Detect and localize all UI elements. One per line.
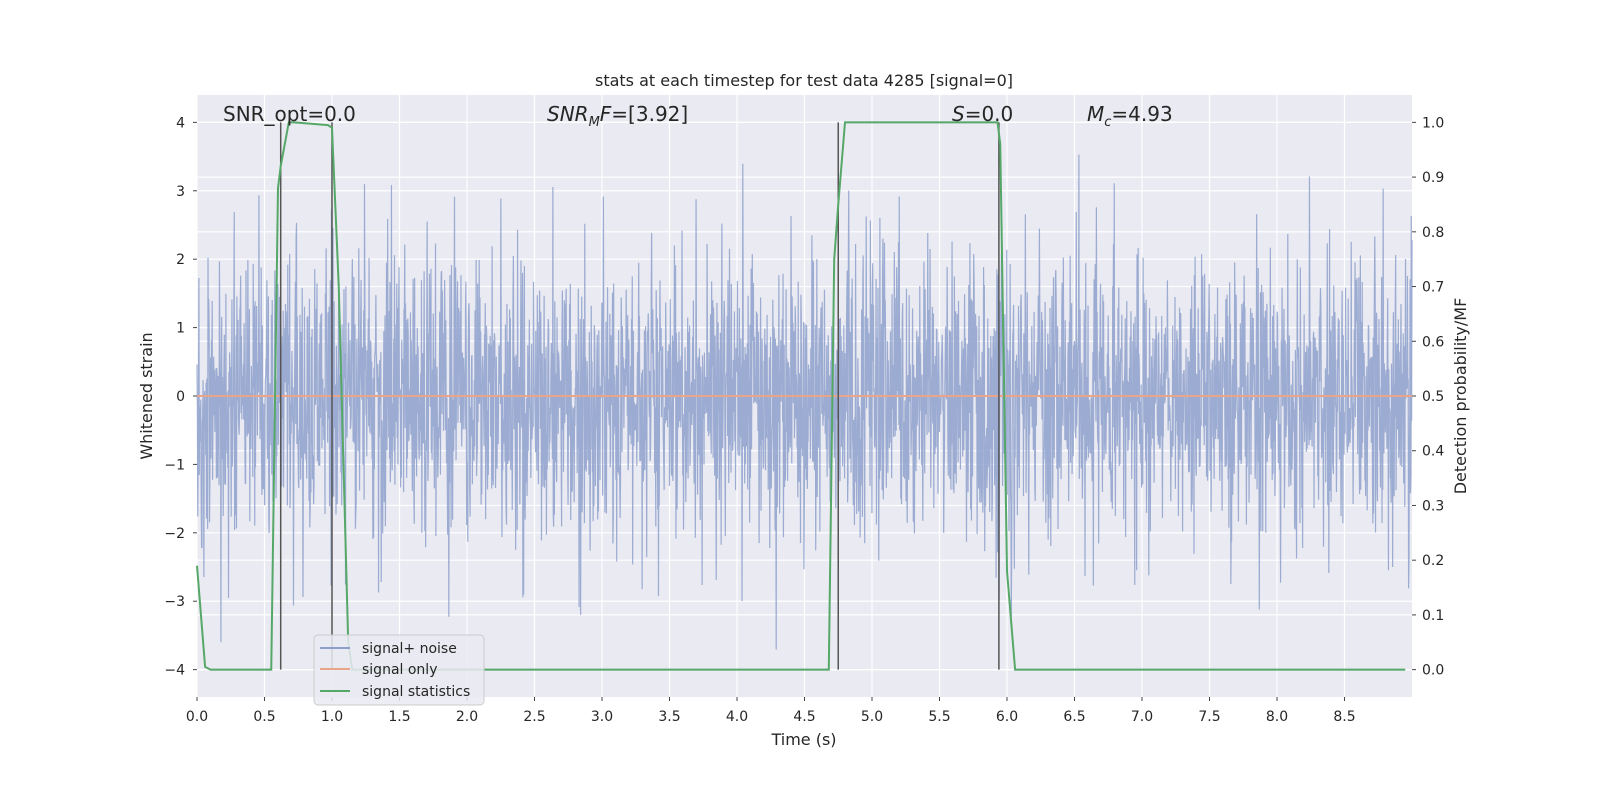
x-tick-label: 0.5 bbox=[253, 709, 275, 725]
y-right-tick-label: 0.4 bbox=[1422, 444, 1444, 460]
y-right-tick-label: 0.3 bbox=[1422, 498, 1444, 514]
snr-mf-value: =[3.92] bbox=[611, 102, 688, 126]
x-tick-label: 8.5 bbox=[1333, 709, 1355, 725]
y-axis-right-label: Detection probability/MF bbox=[1451, 298, 1470, 495]
x-tick-label: 8.0 bbox=[1266, 709, 1288, 725]
x-tick-label: 7.0 bbox=[1131, 709, 1153, 725]
x-tick-label: 4.0 bbox=[726, 709, 748, 725]
legend-box bbox=[313, 634, 485, 706]
y-right-tick-label: 0.7 bbox=[1422, 280, 1444, 296]
mc-subscript: c bbox=[1104, 115, 1111, 130]
x-tick-label: 3.5 bbox=[658, 709, 680, 725]
legend-label-stats: signal statistics bbox=[362, 684, 470, 700]
x-tick-label: 1.0 bbox=[321, 709, 343, 725]
legend-label-signal: signal only bbox=[362, 662, 437, 678]
y-axis-label: Whitened strain bbox=[137, 332, 156, 459]
x-axis-label: Time (s) bbox=[770, 730, 836, 749]
snr-mf-subscript: M bbox=[589, 115, 600, 130]
legend-label-noise: signal+ noise bbox=[362, 641, 457, 657]
y-right-tick-label: 0.5 bbox=[1422, 389, 1444, 405]
y-tick-label: 1 bbox=[176, 321, 185, 337]
x-tick-label: 2.0 bbox=[456, 709, 478, 725]
x-tick-label: 5.5 bbox=[928, 709, 950, 725]
x-tick-label: 6.5 bbox=[1063, 709, 1085, 725]
snr-mf-suffix-italic: F bbox=[600, 102, 612, 126]
chart-title: stats at each timestep for test data 428… bbox=[595, 71, 1013, 90]
x-tick-label: 7.5 bbox=[1198, 709, 1220, 725]
y-ticks: 4 3 2 1 0 −1 −2 −3 −4 bbox=[164, 115, 197, 679]
x-ticks: 0.0 0.5 1.0 1.5 2.0 2.5 3.0 3.5 4.0 4.5 5.0 5.5 6.0 6… bbox=[186, 697, 1356, 725]
mc-label: M bbox=[1087, 102, 1104, 126]
x-tick-label: 4.5 bbox=[793, 709, 815, 725]
y-tick-label: 2 bbox=[176, 252, 185, 268]
y-right-tick-label: 1.0 bbox=[1422, 115, 1444, 131]
y-tick-label: −4 bbox=[164, 663, 185, 679]
y-tick-label: −3 bbox=[164, 594, 185, 610]
y-tick-label: 4 bbox=[176, 115, 185, 131]
snr-mf-annotation: SNRMF=[3.92] bbox=[547, 102, 688, 130]
x-tick-label: 1.5 bbox=[388, 709, 410, 725]
s-value: =0.0 bbox=[965, 102, 1014, 126]
mc-annotation: Mc=4.93 bbox=[1087, 102, 1173, 130]
x-tick-label: 6.0 bbox=[996, 709, 1018, 725]
s-annotation: S=0.0 bbox=[952, 102, 1013, 126]
x-tick-label: 0.0 bbox=[186, 709, 208, 725]
y-right-tick-label: 0.0 bbox=[1422, 663, 1444, 679]
y-right-tick-label: 0.2 bbox=[1422, 553, 1444, 569]
y-right-tick-label: 0.6 bbox=[1422, 334, 1444, 350]
y-tick-label: −1 bbox=[164, 457, 185, 473]
legend: signal+ noise signal only signal statist… bbox=[313, 634, 485, 706]
y-tick-label: −2 bbox=[164, 526, 185, 542]
y-right-tick-label: 0.8 bbox=[1422, 225, 1444, 241]
x-tick-label: 2.5 bbox=[523, 709, 545, 725]
y-right-tick-label: 0.9 bbox=[1422, 170, 1444, 186]
s-label: S bbox=[952, 102, 965, 126]
x-tick-label: 5.0 bbox=[861, 709, 883, 725]
y-ticks-right: 1.0 0.9 0.8 0.7 0.6 0.5 0.4 0.3 0.2 0.1 0.0 bbox=[1412, 115, 1444, 679]
snr-mf-prefix: SNR bbox=[547, 102, 589, 126]
mc-value: =4.93 bbox=[1111, 102, 1172, 126]
snr-opt-annotation: SNR_opt=0.0 bbox=[223, 102, 356, 126]
y-right-tick-label: 0.1 bbox=[1422, 608, 1444, 624]
y-tick-label: 3 bbox=[176, 184, 185, 200]
x-tick-label: 3.0 bbox=[591, 709, 613, 725]
y-tick-label: 0 bbox=[176, 389, 185, 405]
